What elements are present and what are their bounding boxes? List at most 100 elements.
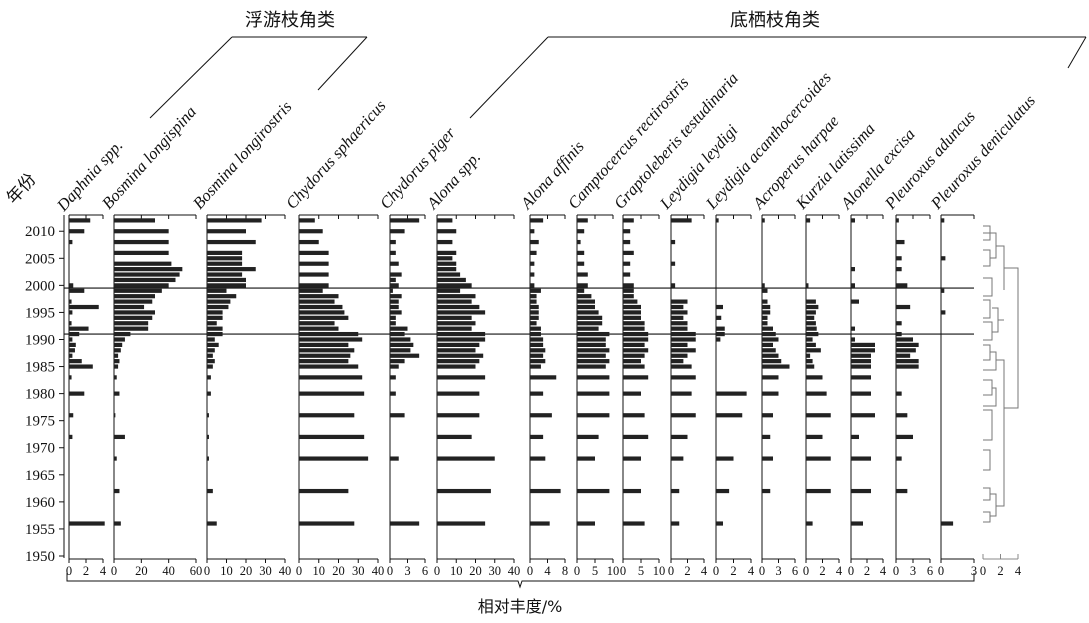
bar	[299, 434, 365, 440]
bar	[437, 521, 486, 526]
bar	[762, 342, 773, 348]
bar	[530, 364, 541, 369]
y-tick-label: 1950	[25, 549, 55, 565]
bar	[299, 391, 365, 396]
bar	[114, 326, 149, 331]
bar	[207, 413, 209, 418]
y-tick-label: 1960	[25, 495, 55, 511]
bar	[623, 413, 645, 418]
bar	[806, 353, 811, 358]
bar	[530, 272, 535, 277]
bar	[114, 331, 131, 337]
panel-tick-label: 0	[620, 564, 626, 578]
panel-tick-label: 4	[701, 564, 708, 578]
bar	[69, 283, 74, 288]
bar	[299, 331, 359, 337]
bar	[530, 521, 550, 526]
dendrogram-branch	[992, 307, 999, 333]
bar	[762, 315, 768, 320]
bar	[577, 488, 610, 494]
panel-tick-label: 10	[313, 564, 326, 578]
dendrogram-branch	[983, 487, 991, 501]
panel-tick-label: 0	[938, 564, 944, 578]
dendrogram-branch	[983, 249, 991, 267]
dendrogram-branch	[983, 387, 997, 407]
bar	[623, 272, 631, 277]
bar	[671, 283, 676, 288]
bar	[577, 299, 595, 304]
bar	[69, 375, 72, 380]
panel-tick-label: 2	[864, 564, 870, 578]
bar	[114, 321, 149, 326]
bar	[896, 348, 916, 353]
bar	[114, 359, 120, 364]
bar	[207, 272, 243, 277]
bar	[299, 294, 339, 299]
bar	[623, 261, 631, 266]
bar	[896, 342, 919, 348]
bar	[530, 342, 544, 348]
bar	[390, 353, 420, 358]
bar	[530, 283, 535, 288]
bar	[851, 353, 871, 358]
bar	[114, 413, 116, 418]
bar	[577, 364, 606, 369]
bar	[299, 288, 323, 293]
bar	[299, 413, 355, 418]
bar	[577, 283, 588, 288]
bar	[390, 250, 396, 255]
panel-tick-label: 0	[66, 564, 72, 578]
bar	[623, 315, 641, 320]
bar	[530, 261, 535, 266]
bar	[577, 239, 581, 245]
dendrogram-branch	[983, 449, 991, 471]
bar	[390, 239, 396, 245]
bar	[437, 310, 486, 315]
leader-line	[149, 36, 233, 119]
bar	[716, 488, 730, 494]
bar	[716, 456, 734, 461]
bar	[299, 229, 323, 234]
bar	[114, 488, 120, 494]
bar	[207, 488, 213, 494]
bar	[390, 413, 405, 418]
bar	[207, 331, 223, 337]
bar	[896, 353, 911, 358]
bar	[671, 353, 688, 358]
dendrogram-branch	[983, 277, 993, 297]
bar	[437, 331, 486, 337]
bar	[896, 267, 902, 272]
bar	[577, 326, 599, 331]
panel: 0 10 20 30 40	[434, 214, 520, 578]
bar	[299, 304, 343, 310]
panel-tick-label: 5	[592, 564, 598, 578]
bar	[437, 353, 484, 358]
panel-tick-label: 3	[910, 564, 916, 578]
bar	[207, 521, 217, 526]
bar	[623, 229, 631, 234]
panel-tick-label: 10	[450, 564, 463, 578]
bar	[851, 359, 871, 364]
panel-tick-label: 3	[775, 564, 781, 578]
bar	[114, 337, 125, 342]
bar	[114, 267, 183, 272]
panel-tick-label: 20	[332, 564, 345, 578]
bar	[390, 277, 396, 283]
bar	[69, 337, 73, 342]
bar	[851, 434, 859, 440]
bar	[806, 434, 823, 440]
dendrogram-branch	[1004, 267, 1019, 409]
bar	[207, 288, 227, 293]
bar	[437, 456, 495, 461]
bar	[762, 359, 782, 364]
panel-tick-label: 8	[562, 564, 568, 578]
bar	[114, 277, 176, 283]
dendrogram-branch	[983, 321, 993, 341]
bar	[390, 331, 405, 337]
bar	[762, 488, 771, 494]
bar	[530, 250, 537, 255]
bar	[762, 391, 779, 396]
bar	[530, 315, 539, 320]
